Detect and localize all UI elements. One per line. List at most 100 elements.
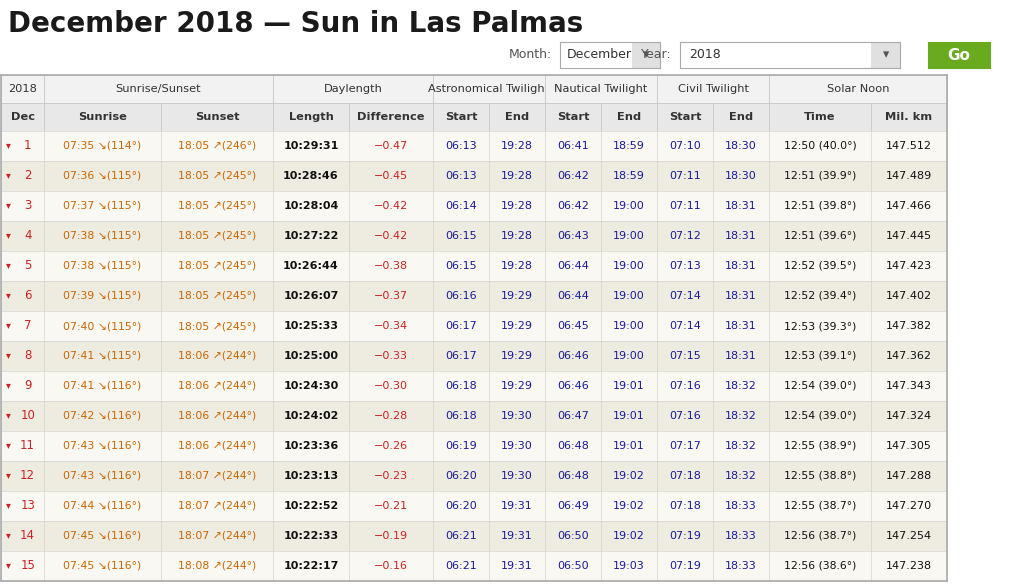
Text: 06:20: 06:20 xyxy=(445,471,477,481)
Text: 147.382: 147.382 xyxy=(886,321,932,331)
Text: 18:05 ↗(246°): 18:05 ↗(246°) xyxy=(178,141,257,151)
Text: 10:23:36: 10:23:36 xyxy=(284,441,338,451)
Text: 10:22:33: 10:22:33 xyxy=(284,531,338,541)
Text: ▾: ▾ xyxy=(883,49,889,61)
Text: 07:35 ↘(114°): 07:35 ↘(114°) xyxy=(64,141,141,151)
Text: Mil. km: Mil. km xyxy=(886,112,932,122)
Text: 18:05 ↗(245°): 18:05 ↗(245°) xyxy=(178,171,257,181)
Text: 10:28:46: 10:28:46 xyxy=(283,171,338,181)
Text: 06:50: 06:50 xyxy=(558,531,589,541)
Text: 3: 3 xyxy=(24,199,31,212)
Text: 147.254: 147.254 xyxy=(886,531,932,541)
Text: 18:32: 18:32 xyxy=(725,381,756,391)
Text: 6: 6 xyxy=(24,289,31,302)
Text: 07:12: 07:12 xyxy=(669,231,701,241)
Text: ▾: ▾ xyxy=(6,470,11,480)
Text: 18:05 ↗(245°): 18:05 ↗(245°) xyxy=(178,321,257,331)
Text: 07:17: 07:17 xyxy=(669,441,701,451)
Text: December 2018 — Sun in Las Palmas: December 2018 — Sun in Las Palmas xyxy=(8,10,583,38)
Text: 19:31: 19:31 xyxy=(501,501,533,511)
Text: 11: 11 xyxy=(20,439,35,452)
Text: Astronomical Twilight: Astronomical Twilight xyxy=(428,84,549,94)
Text: 07:16: 07:16 xyxy=(669,411,701,421)
Text: 18:31: 18:31 xyxy=(725,261,756,271)
Text: 10:27:22: 10:27:22 xyxy=(284,231,338,241)
Text: −0.37: −0.37 xyxy=(374,291,408,301)
Text: 19:30: 19:30 xyxy=(501,411,533,421)
Text: ▾: ▾ xyxy=(6,531,11,541)
Text: 12:55 (38.7°): 12:55 (38.7°) xyxy=(784,501,856,511)
Text: 4: 4 xyxy=(24,229,31,242)
Text: Solar Noon: Solar Noon xyxy=(827,84,889,94)
Text: 18:31: 18:31 xyxy=(725,291,756,301)
Text: 18:33: 18:33 xyxy=(725,501,756,511)
Text: 07:44 ↘(116°): 07:44 ↘(116°) xyxy=(64,501,141,511)
Text: 147.445: 147.445 xyxy=(886,231,932,241)
Text: 06:19: 06:19 xyxy=(445,441,477,451)
Text: 18:33: 18:33 xyxy=(725,561,756,571)
Text: 07:18: 07:18 xyxy=(669,501,701,511)
Text: 06:18: 06:18 xyxy=(445,411,477,421)
Text: 19:02: 19:02 xyxy=(613,471,645,481)
Text: 06:13: 06:13 xyxy=(445,141,477,151)
Text: 12:54 (39.0°): 12:54 (39.0°) xyxy=(784,411,856,421)
Text: 147.512: 147.512 xyxy=(886,141,932,151)
Text: 19:28: 19:28 xyxy=(501,261,533,271)
Text: 19:00: 19:00 xyxy=(613,321,644,331)
Text: ▾: ▾ xyxy=(6,201,11,211)
Text: 19:03: 19:03 xyxy=(613,561,644,571)
Text: 07:11: 07:11 xyxy=(669,171,701,181)
Text: 06:44: 06:44 xyxy=(558,261,589,271)
Text: 2018: 2018 xyxy=(8,84,37,94)
Text: 06:17: 06:17 xyxy=(445,351,477,361)
Text: ▾: ▾ xyxy=(6,321,11,331)
Text: Start: Start xyxy=(444,112,478,122)
Text: December: December xyxy=(567,49,632,61)
Text: 06:47: 06:47 xyxy=(558,411,589,421)
Text: 10:25:00: 10:25:00 xyxy=(284,351,338,361)
Text: 07:19: 07:19 xyxy=(669,561,701,571)
Text: 06:45: 06:45 xyxy=(558,321,589,331)
Text: 18:05 ↗(245°): 18:05 ↗(245°) xyxy=(178,201,257,211)
Text: 10:22:52: 10:22:52 xyxy=(284,501,338,511)
Text: −0.26: −0.26 xyxy=(374,441,408,451)
Text: −0.30: −0.30 xyxy=(374,381,408,391)
Text: ▾: ▾ xyxy=(6,411,11,421)
Text: 19:01: 19:01 xyxy=(613,441,644,451)
Text: 14: 14 xyxy=(20,529,35,542)
Text: 12:51 (39.8°): 12:51 (39.8°) xyxy=(784,201,856,211)
Text: 1: 1 xyxy=(24,139,31,152)
Text: 19:00: 19:00 xyxy=(613,201,644,211)
Text: 18:59: 18:59 xyxy=(613,141,645,151)
Text: 18:32: 18:32 xyxy=(725,411,756,421)
Text: 06:17: 06:17 xyxy=(445,321,477,331)
Text: Sunrise/Sunset: Sunrise/Sunset xyxy=(116,84,201,94)
Text: 147.362: 147.362 xyxy=(886,351,932,361)
Text: 18:30: 18:30 xyxy=(725,141,756,151)
Text: 12:54 (39.0°): 12:54 (39.0°) xyxy=(784,381,856,391)
Text: ▾: ▾ xyxy=(6,140,11,150)
Text: 10:23:13: 10:23:13 xyxy=(284,471,338,481)
Text: −0.33: −0.33 xyxy=(374,351,408,361)
Text: 07:18: 07:18 xyxy=(669,471,701,481)
Text: 07:16: 07:16 xyxy=(669,381,701,391)
Text: 18:31: 18:31 xyxy=(725,201,756,211)
Text: 12:53 (39.1°): 12:53 (39.1°) xyxy=(784,351,856,361)
Text: 2: 2 xyxy=(24,169,31,182)
Text: −0.34: −0.34 xyxy=(374,321,408,331)
Text: 147.489: 147.489 xyxy=(886,171,932,181)
Text: 07:43 ↘(116°): 07:43 ↘(116°) xyxy=(64,471,141,481)
Text: 07:19: 07:19 xyxy=(669,531,701,541)
Text: ▾: ▾ xyxy=(6,260,11,270)
Text: Dec: Dec xyxy=(10,112,34,122)
Text: 18:07 ↗(244°): 18:07 ↗(244°) xyxy=(178,531,257,541)
Text: 147.238: 147.238 xyxy=(886,561,932,571)
Text: 07:42 ↘(116°): 07:42 ↘(116°) xyxy=(64,411,141,421)
Text: 19:29: 19:29 xyxy=(501,321,533,331)
Text: 06:15: 06:15 xyxy=(445,231,477,241)
Text: 18:30: 18:30 xyxy=(725,171,756,181)
Text: 07:39 ↘(115°): 07:39 ↘(115°) xyxy=(64,291,141,301)
Text: 8: 8 xyxy=(24,349,31,362)
Text: 10:22:17: 10:22:17 xyxy=(284,561,338,571)
Text: 19:00: 19:00 xyxy=(613,351,644,361)
